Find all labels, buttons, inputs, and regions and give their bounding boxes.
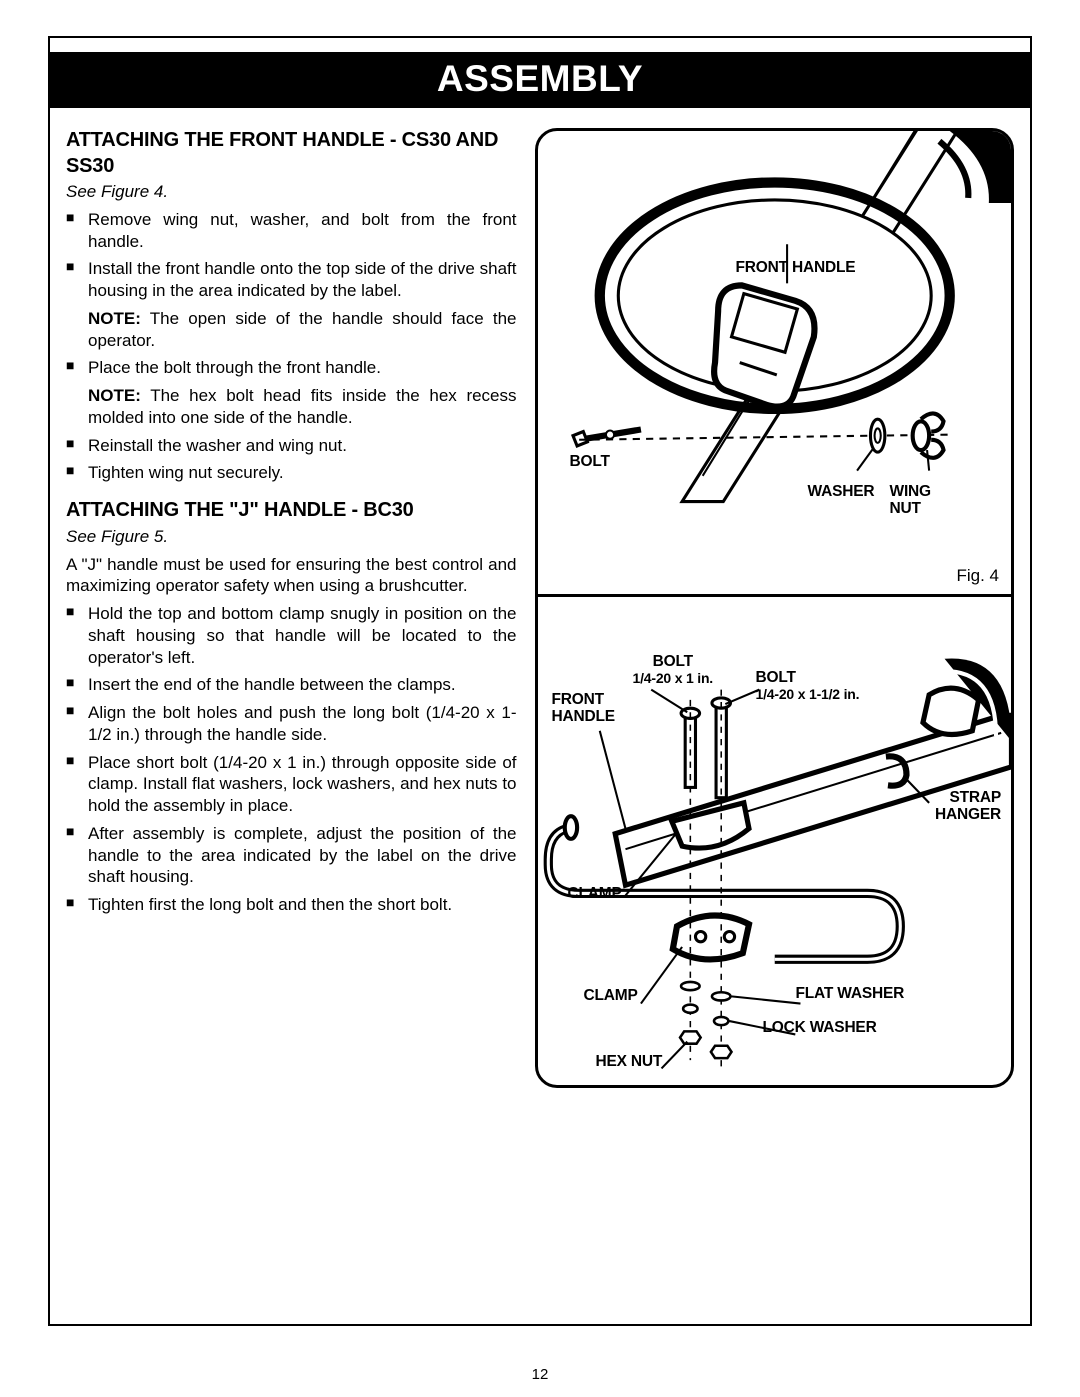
label-clamp-2: CLAMP: [584, 987, 638, 1005]
label-line: NUT: [890, 500, 921, 517]
list-item: After assembly is complete, adjust the p…: [66, 823, 517, 888]
label-line: HANDLE: [552, 708, 615, 725]
figure-4-caption: Fig. 4: [956, 566, 999, 586]
list-item: Align the bolt holes and push the long b…: [66, 702, 517, 746]
section2-list: Hold the top and bottom clamp snugly in …: [66, 603, 517, 916]
figure-frame: FRONT HANDLE BOLT WASHER WING NUT Fig. 4: [535, 128, 1014, 1088]
section2-intro: A "J" handle must be used for ensuring t…: [66, 554, 517, 598]
right-column: FRONT HANDLE BOLT WASHER WING NUT Fig. 4: [531, 128, 1014, 1088]
label-front-handle-5: FRONT HANDLE: [552, 691, 615, 725]
label-wing-nut: WING NUT: [890, 483, 931, 517]
list-item: Remove wing nut, washer, and bolt from t…: [66, 209, 517, 253]
label-flat-washer: FLAT WASHER: [796, 985, 905, 1003]
section2: ATTACHING THE "J" HANDLE - BC30 See Figu…: [66, 498, 517, 916]
list-item: Install the front handle onto the top si…: [66, 258, 517, 302]
label-bolt-short: BOLT 1/4-20 x 1 in.: [633, 653, 713, 687]
label-line: FRONT: [552, 691, 604, 708]
figure-5: BOLT 1/4-20 x 1 in. BOLT 1/4-20 x 1-1/2 …: [538, 597, 1011, 1088]
label-bolt: BOLT: [570, 453, 610, 471]
section1-list-b: Place the bolt through the front handle.: [66, 357, 517, 379]
page-frame: ASSEMBLY ATTACHING THE FRONT HANDLE - CS…: [48, 36, 1032, 1326]
note-text: The hex bolt head fits inside the hex re…: [88, 386, 517, 427]
label-line: BOLT: [653, 653, 693, 670]
list-item: Tighten wing nut securely.: [66, 462, 517, 484]
section1-see-figure: See Figure 4.: [66, 181, 517, 203]
figure-4: FRONT HANDLE BOLT WASHER WING NUT Fig. 4: [538, 131, 1011, 597]
two-column-content: ATTACHING THE FRONT HANDLE - CS30 AND SS…: [50, 108, 1030, 1088]
section1-list-c: Reinstall the washer and wing nut. Tight…: [66, 435, 517, 485]
list-item: Place the bolt through the front handle.: [66, 357, 517, 379]
label-washer: WASHER: [808, 483, 875, 501]
list-item: Tighten first the long bolt and then the…: [66, 894, 517, 916]
label-lock-washer: LOCK WASHER: [763, 1019, 877, 1037]
figure-4-svg: [538, 131, 1011, 594]
label-hex-nut: HEX NUT: [596, 1053, 663, 1071]
label-bolt-long: BOLT 1/4-20 x 1-1/2 in.: [756, 669, 860, 703]
note-prefix: NOTE:: [88, 309, 141, 328]
label-line: WING: [890, 483, 931, 500]
label-line: HANGER: [935, 806, 1001, 823]
left-column: ATTACHING THE FRONT HANDLE - CS30 AND SS…: [66, 128, 531, 1088]
section2-heading: ATTACHING THE "J" HANDLE - BC30: [66, 498, 517, 524]
list-item: Reinstall the washer and wing nut.: [66, 435, 517, 457]
list-item: Place short bolt (1/4-20 x 1 in.) throug…: [66, 752, 517, 817]
label-clamp-1: CLAMP: [568, 885, 622, 903]
note-text: The open side of the handle should face …: [88, 309, 517, 350]
section1-note1: NOTE: The open side of the handle should…: [66, 308, 517, 352]
label-line: BOLT: [756, 669, 796, 686]
label-front-handle: FRONT HANDLE: [736, 259, 856, 277]
page-number: 12: [0, 1366, 1080, 1383]
section1-list: Remove wing nut, washer, and bolt from t…: [66, 209, 517, 302]
list-item: Insert the end of the handle between the…: [66, 674, 517, 696]
section2-see-figure: See Figure 5.: [66, 526, 517, 548]
label-line: 1/4-20 x 1-1/2 in.: [756, 686, 860, 702]
section1-heading: ATTACHING THE FRONT HANDLE - CS30 AND SS…: [66, 128, 517, 179]
label-line: STRAP: [949, 789, 1001, 806]
list-item: Hold the top and bottom clamp snugly in …: [66, 603, 517, 668]
label-strap-hanger: STRAP HANGER: [935, 789, 1001, 823]
note-prefix: NOTE:: [88, 386, 141, 405]
section1-note2: NOTE: The hex bolt head fits inside the …: [66, 385, 517, 429]
label-line: 1/4-20 x 1 in.: [633, 670, 713, 686]
section-banner: ASSEMBLY: [50, 52, 1030, 108]
